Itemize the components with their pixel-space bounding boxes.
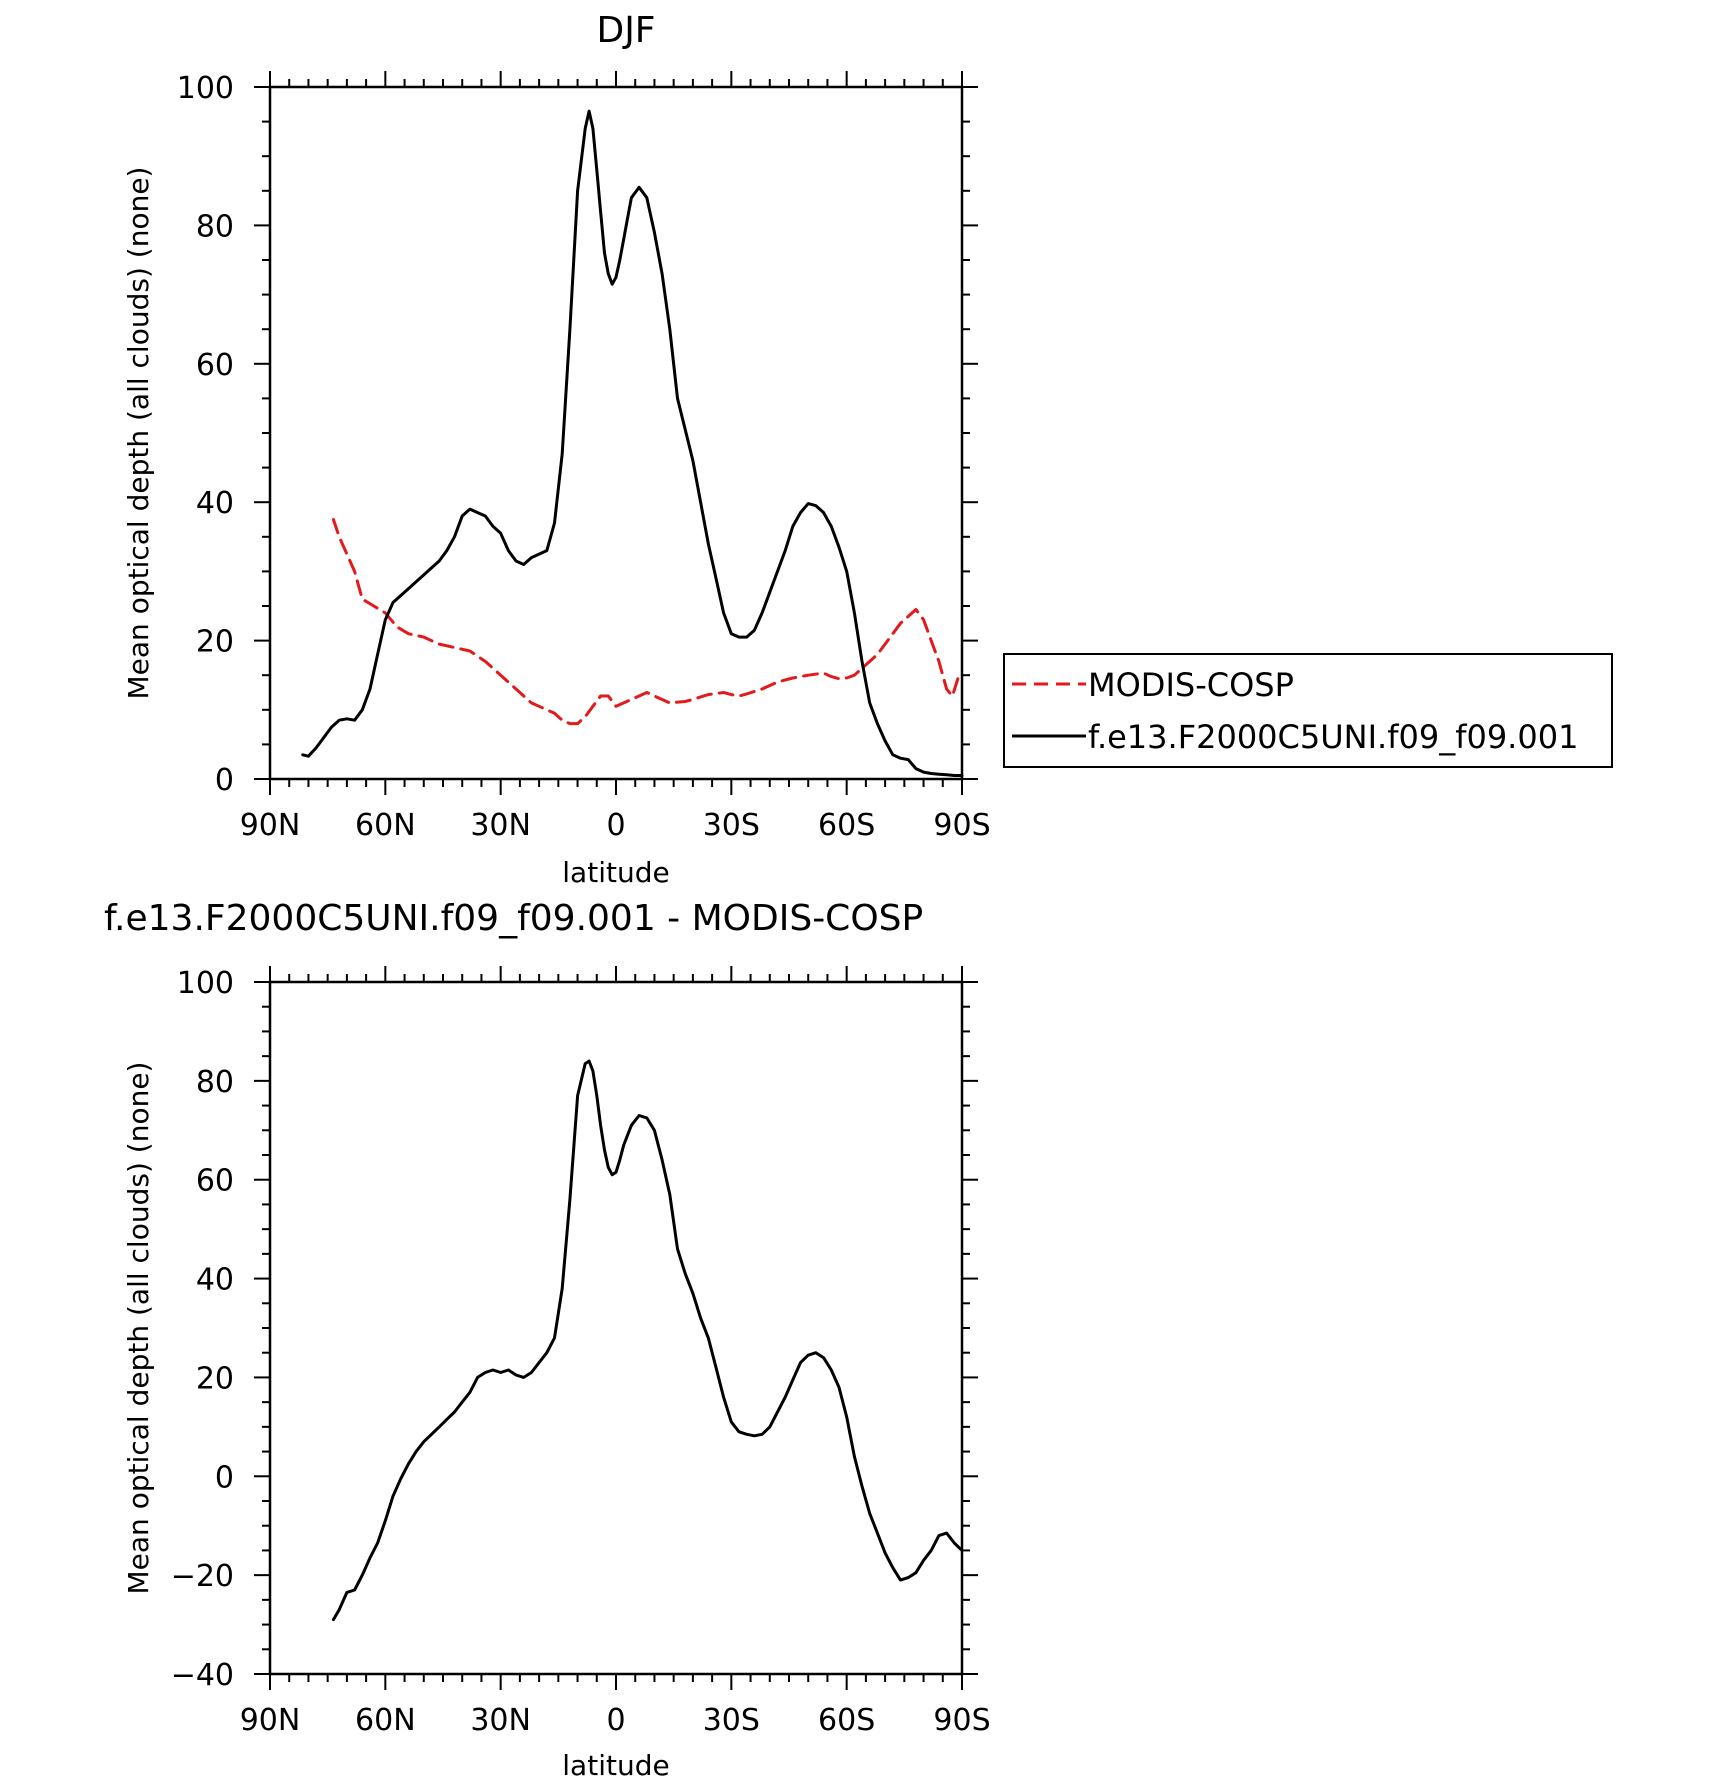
y-tick-label: 60 (196, 348, 234, 383)
chart-bottom: 90N 60N 30N 0 30S 60S 90S −40 −20 0 20 40 60 80 100 f.e… (104, 898, 991, 1777)
x-axis-label: latitude (562, 1749, 669, 1777)
y-tick-label: 40 (196, 486, 234, 521)
y-tick-label: 80 (196, 209, 234, 244)
x-tick-label: 90N (240, 1703, 301, 1738)
x-tick-label: 60S (818, 808, 875, 843)
chart-title: DJF (596, 10, 655, 51)
y-tick-label: 100 (177, 71, 234, 106)
x-tick-label: 0 (606, 1703, 625, 1738)
legend-box (1003, 653, 1613, 768)
y-tick-label: 80 (196, 1065, 234, 1100)
x-tick-label: 0 (606, 808, 625, 843)
x-tick-label: 90S (933, 1703, 990, 1738)
x-tick-label: 30N (470, 808, 531, 843)
x-tick-label: 60S (818, 1703, 875, 1738)
y-tick-label: 20 (196, 625, 234, 660)
x-tick-label: 30N (470, 1703, 531, 1738)
y-tick-label: 60 (196, 1164, 234, 1199)
legend: MODIS-COSP f.e13.F2000C5UNI.f09_f09.001 (1003, 653, 1613, 768)
plot-frame (268, 980, 964, 1676)
y-tick-label: 0 (215, 763, 234, 798)
y-tick-label: −40 (171, 1658, 234, 1693)
x-tick-label: 60N (355, 1703, 416, 1738)
x-axis-label: latitude (562, 856, 669, 889)
series-line-model (331, 1059, 964, 1622)
y-tick-label: −20 (171, 1559, 234, 1594)
series-line-modis-cosp (331, 518, 962, 726)
y-axis-label: Mean optical depth (all clouds) (none) (122, 1062, 155, 1595)
y-tick-label: 0 (215, 1460, 234, 1495)
chart-title: f.e13.F2000C5UNI.f09_f09.001 - MODIS-COS… (104, 898, 923, 939)
x-tick-label: 90N (240, 808, 301, 843)
series-line-model (301, 109, 964, 777)
x-tick-label: 30S (703, 808, 760, 843)
x-tick-label: 60N (355, 808, 416, 843)
chart-top: 90N 60N 30N 0 30S 60S 90S 0 20 40 60 80 100 DJF latitu… (122, 10, 1613, 889)
y-tick-label: 100 (177, 966, 234, 1001)
y-tick-label: 20 (196, 1361, 234, 1396)
y-axis-label: Mean optical depth (all clouds) (none) (122, 167, 155, 700)
x-tick-label: 30S (703, 1703, 760, 1738)
legend-label: MODIS-COSP (1088, 666, 1294, 704)
legend-label: f.e13.F2000C5UNI.f09_f09.001 (1088, 718, 1578, 756)
y-tick-label: 40 (196, 1263, 234, 1298)
x-tick-label: 90S (933, 808, 990, 843)
